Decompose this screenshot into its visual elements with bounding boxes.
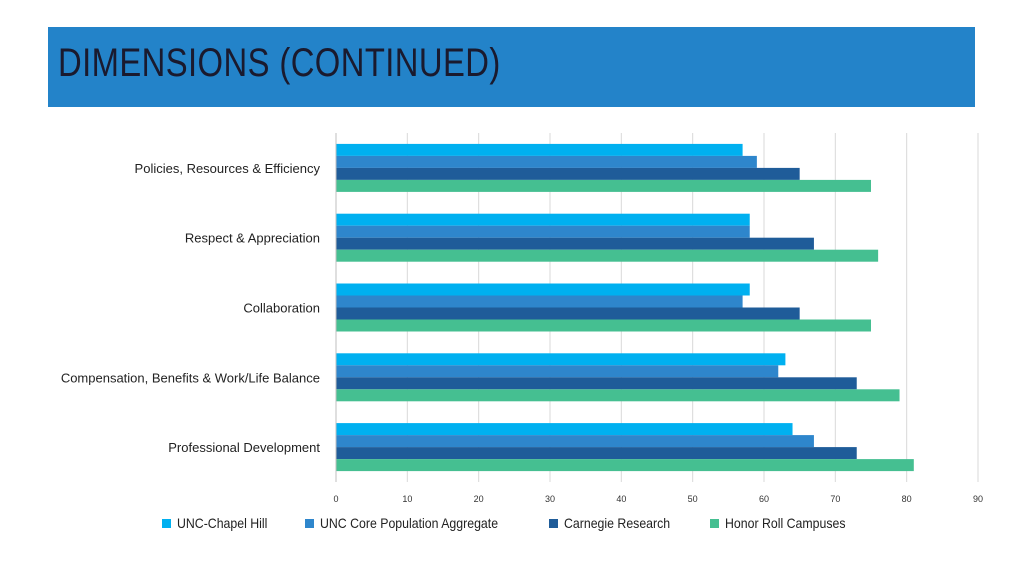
legend-item: UNC-Chapel Hill	[161, 515, 280, 531]
title-banner: DIMENSIONS (CONTINUED)	[48, 27, 975, 107]
bar	[336, 225, 750, 238]
legend-swatch	[305, 518, 315, 528]
bar	[336, 283, 750, 296]
category-label: Professional Development	[168, 440, 320, 455]
page-title: DIMENSIONS (CONTINUED)	[58, 41, 501, 85]
bar	[336, 389, 900, 402]
x-tick-label: 70	[830, 494, 840, 504]
legend-swatch	[161, 518, 171, 528]
bar	[336, 167, 800, 180]
category-label: Policies, Resources & Efficiency	[135, 161, 321, 176]
x-tick-label: 40	[616, 494, 626, 504]
x-tick-label: 90	[973, 494, 983, 504]
bar	[336, 365, 779, 378]
bar	[336, 237, 814, 250]
legend-item: UNC Core Population Aggregate	[305, 515, 522, 531]
bar	[336, 353, 786, 366]
x-tick-label: 20	[474, 494, 484, 504]
chart-legend: UNC-Chapel Hill UNC Core Population Aggre…	[0, 515, 1024, 531]
category-label: Respect & Appreciation	[185, 231, 320, 246]
legend-item: Honor Roll Campuses	[710, 515, 862, 531]
bar	[336, 249, 879, 262]
x-tick-label: 50	[688, 494, 698, 504]
legend-label: UNC Core Population Aggregate	[320, 515, 499, 531]
bar	[336, 423, 793, 436]
bar	[336, 435, 814, 448]
bar	[336, 179, 871, 192]
legend-swatch	[548, 518, 558, 528]
x-tick-label: 80	[902, 494, 912, 504]
bar	[336, 295, 743, 308]
category-label: Compensation, Benefits & Work/Life Balan…	[61, 370, 320, 385]
x-tick-label: 10	[402, 494, 412, 504]
x-tick-label: 0	[333, 494, 338, 504]
legend-swatch	[710, 518, 720, 528]
category-label: Collaboration	[243, 301, 320, 316]
bar	[336, 459, 914, 472]
legend-label: Honor Roll Campuses	[725, 515, 846, 531]
bar	[336, 155, 757, 168]
bar	[336, 307, 800, 320]
bar	[336, 213, 750, 226]
x-tick-label: 30	[545, 494, 555, 504]
bar	[336, 143, 743, 156]
bar	[336, 377, 857, 390]
x-tick-label: 60	[759, 494, 769, 504]
legend-label: Carnegie Research	[563, 515, 670, 531]
bar	[336, 447, 857, 460]
bar	[336, 319, 871, 332]
legend-item: Carnegie Research	[548, 515, 685, 531]
legend-label: UNC-Chapel Hill	[176, 515, 268, 531]
